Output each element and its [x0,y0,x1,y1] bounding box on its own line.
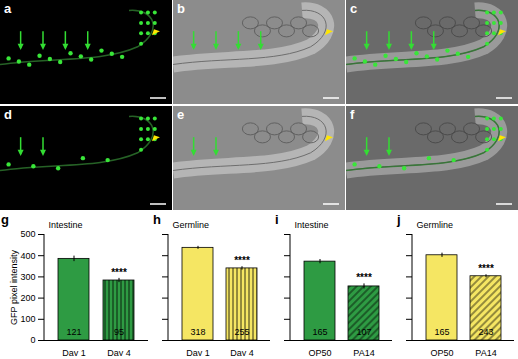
svg-text:121: 121 [66,327,81,337]
svg-text:GFP pixel intensity: GFP pixel intensity [9,250,19,325]
html-text:j: j [397,212,401,227]
svg-text:243: 243 [478,327,493,337]
svg-text:200: 200 [20,293,35,303]
svg-text:95: 95 [114,327,124,337]
svg-text:300: 300 [20,272,35,282]
svg-text:e: e [177,107,184,122]
svg-text:Intestine: Intestine [49,220,83,230]
svg-text:PA14: PA14 [475,348,496,356]
svg-text:Day 1: Day 1 [186,348,210,356]
svg-text:a: a [4,1,12,16]
svg-text:Germline: Germline [173,220,210,230]
html-text:g: g [1,212,9,227]
html-text:i: i [275,212,279,227]
svg-text:165: 165 [312,327,327,337]
svg-text:Day 4: Day 4 [107,348,131,356]
svg-text:100: 100 [20,314,35,324]
svg-text:318: 318 [190,327,205,337]
svg-text:f: f [350,107,355,122]
svg-text:****: **** [478,263,494,274]
svg-text:0: 0 [30,335,35,345]
svg-text:****: **** [356,272,372,283]
svg-text:b: b [177,1,185,16]
html-text:h: h [153,212,161,227]
svg-text:c: c [350,1,357,16]
svg-text:500: 500 [20,229,35,239]
svg-text:****: **** [234,255,250,266]
svg-text:Germline: Germline [417,220,454,230]
svg-text:d: d [4,107,12,122]
svg-text:****: **** [111,267,127,278]
svg-text:Day 1: Day 1 [62,348,86,356]
svg-text:400: 400 [20,251,35,261]
svg-text:107: 107 [356,327,371,337]
svg-text:OP50: OP50 [308,348,331,356]
svg-text:255: 255 [234,327,249,337]
svg-text:Day 4: Day 4 [230,348,254,356]
svg-text:PA14: PA14 [353,348,374,356]
svg-text:Intestine: Intestine [295,220,329,230]
svg-text:OP50: OP50 [430,348,453,356]
svg-text:165: 165 [434,327,449,337]
